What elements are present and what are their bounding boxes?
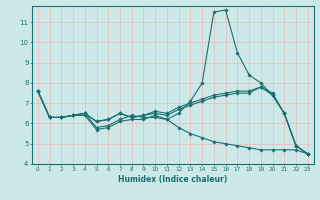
X-axis label: Humidex (Indice chaleur): Humidex (Indice chaleur) [118,175,228,184]
